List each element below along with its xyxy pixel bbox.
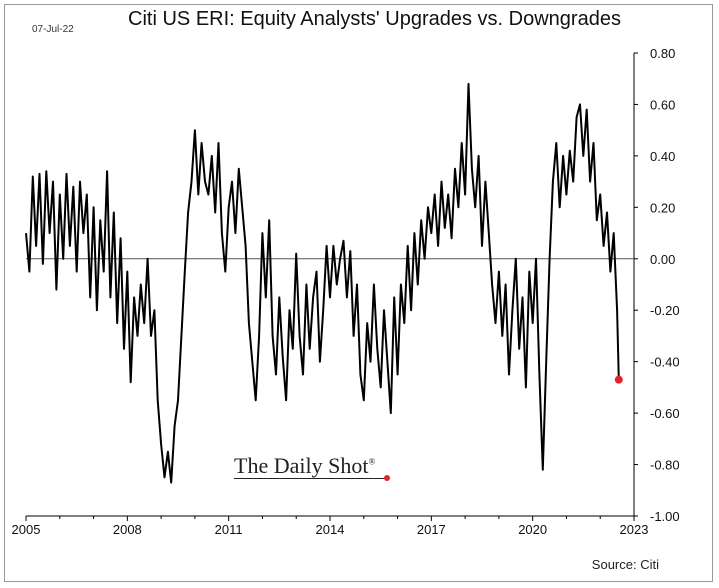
x-tick-label: 2017 — [417, 522, 446, 537]
y-tick-label: 0.60 — [650, 97, 675, 112]
y-tick-label: 0.00 — [650, 252, 675, 267]
x-tick-label: 2011 — [215, 522, 243, 537]
x-tick-label: 2008 — [113, 522, 142, 537]
x-tick-label: 2014 — [316, 522, 345, 537]
y-tick-label: -0.80 — [650, 458, 680, 473]
last-point-marker — [614, 375, 623, 384]
y-axis-group: 0.80 0.60 0.40 0.20 0.00 -0.20 -0.40 -0.60 -0.80… — [26, 46, 680, 524]
y-tick-label: -0.60 — [650, 406, 680, 421]
series-group — [25, 82, 623, 484]
watermark-text: The Daily Shot — [234, 453, 369, 478]
y-tick-label: 0.20 — [650, 200, 675, 215]
x-tick-label: 2020 — [518, 522, 547, 537]
source-note: Source: Citi — [591, 557, 659, 572]
chart-title: Citi US ERI: Equity Analysts' Upgrades v… — [128, 8, 621, 30]
watermark-dot — [384, 475, 390, 481]
watermark-logo: The Daily Shot® — [234, 453, 375, 479]
y-tick-label: 0.80 — [650, 46, 675, 61]
x-tick-label: 2023 — [620, 522, 649, 537]
series-line — [25, 82, 620, 484]
y-tick-label: 0.40 — [650, 149, 675, 164]
date-stamp: 07-Jul-22 — [32, 24, 74, 35]
x-axis-group: 2005 2008 2011 2014 2017 2020 2023 — [12, 515, 649, 537]
y-tick-label: -0.40 — [650, 355, 680, 370]
watermark-underline — [234, 478, 386, 479]
x-tick-label: 2005 — [12, 522, 41, 537]
y-tick-label: -0.20 — [650, 303, 680, 318]
y-tick-label: -1.00 — [650, 509, 680, 524]
watermark-mark: ® — [368, 456, 376, 467]
